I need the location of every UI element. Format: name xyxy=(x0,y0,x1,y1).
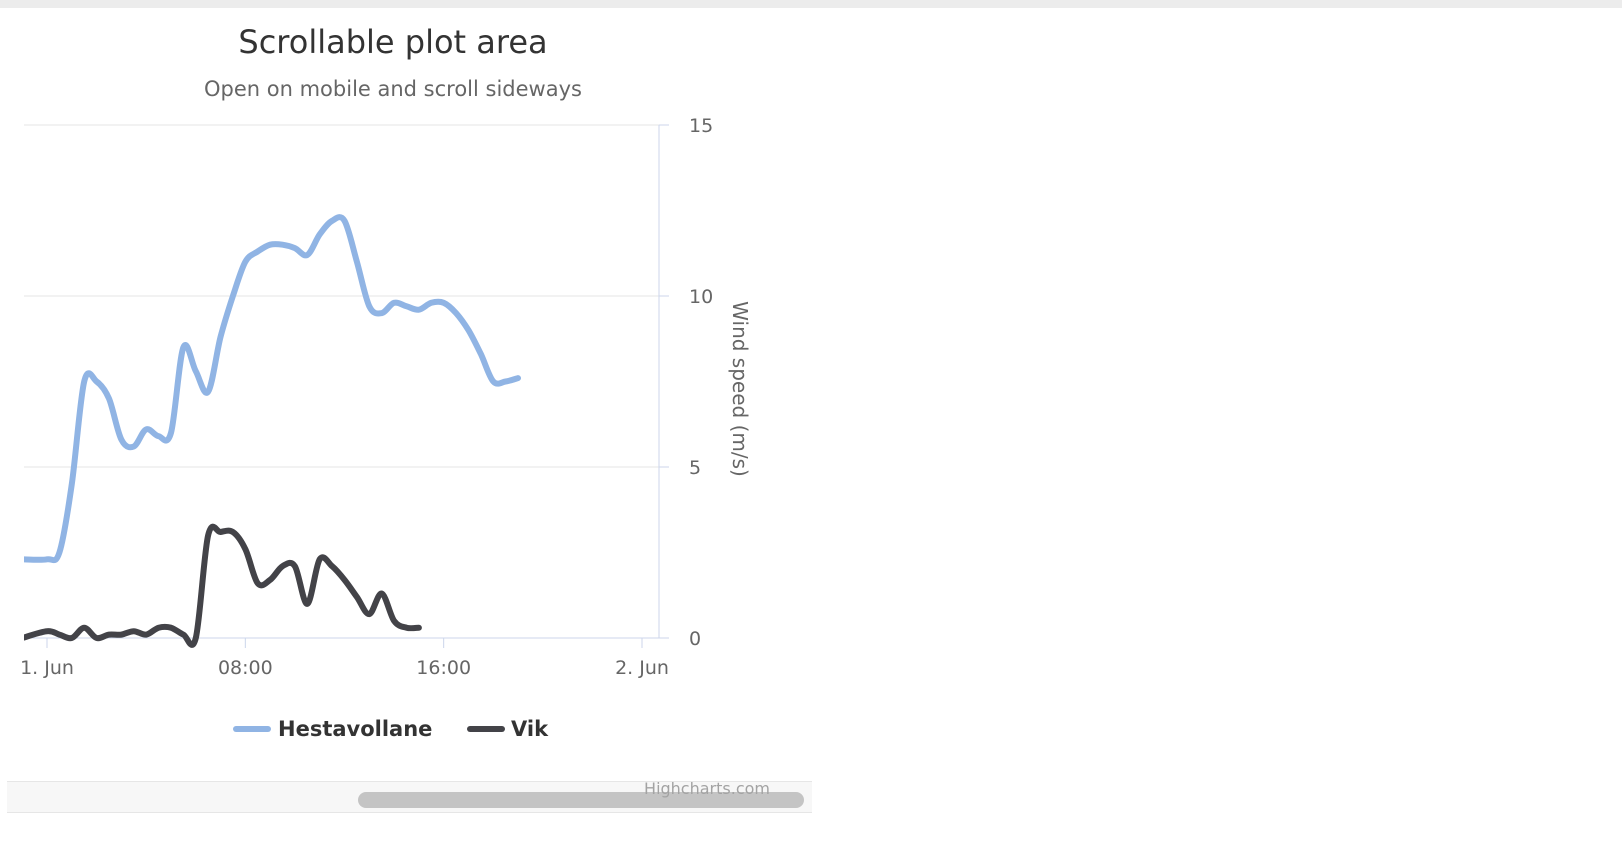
chart-title: Scrollable plot area xyxy=(238,23,547,61)
y-axis-title: Wind speed (m/s) xyxy=(728,301,752,477)
horizontal-scrollbar[interactable] xyxy=(7,781,812,813)
credits-link[interactable]: Highcharts.com xyxy=(644,779,770,798)
chart-svg: Scrollable plot area Open on mobile and … xyxy=(20,23,752,741)
x-tick-label-1: 08:00 xyxy=(218,657,273,679)
series-line-0 xyxy=(24,214,521,564)
legend-item-0[interactable]: Hestavollane xyxy=(233,717,432,741)
y-tick-label-3: 15 xyxy=(689,115,713,137)
x-tick-label-2: 16:00 xyxy=(416,657,471,679)
y-tick-label-0: 0 xyxy=(689,628,701,650)
y-tick-label-2: 10 xyxy=(689,286,713,308)
scrollbar-thumb[interactable] xyxy=(358,792,804,808)
top-bar xyxy=(0,0,1622,8)
x-tick-label-0: 1. Jun xyxy=(20,657,74,679)
grid-layer xyxy=(24,124,659,468)
y-tick-label-1: 5 xyxy=(689,457,701,479)
chart-subtitle: Open on mobile and scroll sideways xyxy=(204,77,582,101)
x-tick-label-3: 2. Jun xyxy=(615,657,669,679)
axis-layer: 0 5 10 15 1. Jun 08:00 16:00 2. Jun xyxy=(20,115,713,679)
legend: Hestavollane Vik xyxy=(233,717,549,741)
chart-container: Scrollable plot area Open on mobile and … xyxy=(0,8,812,813)
legend-item-1[interactable]: Vik xyxy=(467,717,549,741)
series-line-1 xyxy=(24,523,422,648)
legend-label-1: Vik xyxy=(511,717,549,741)
series-layer xyxy=(24,214,521,648)
legend-label-0: Hestavollane xyxy=(278,717,432,741)
